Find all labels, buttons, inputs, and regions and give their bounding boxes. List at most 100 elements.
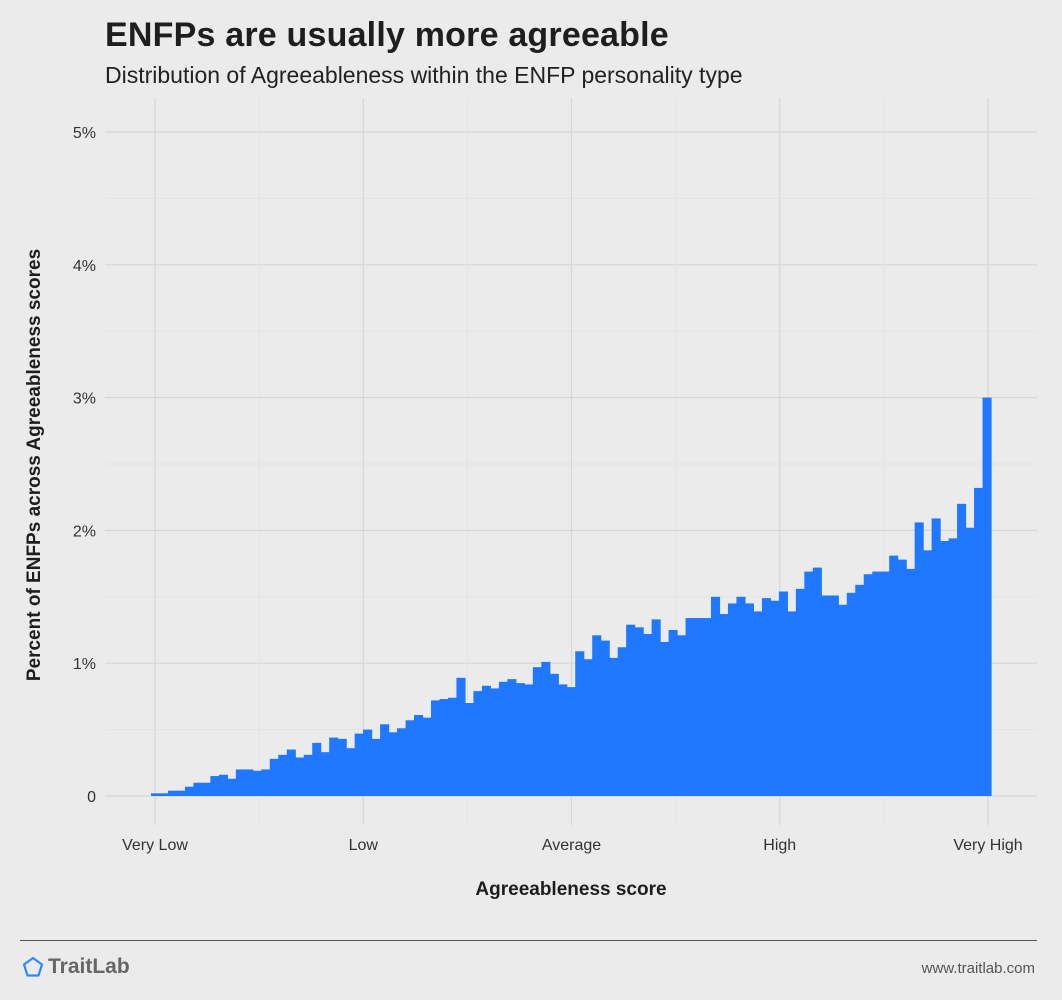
bar — [592, 635, 602, 796]
bar — [889, 555, 899, 796]
bar — [303, 754, 313, 796]
bar — [575, 651, 585, 796]
y-axis-label: Percent of ENFPs across Agreeableness sc… — [24, 249, 45, 681]
chart-title: ENFPs are usually more agreeable — [105, 16, 669, 54]
bar — [846, 592, 856, 796]
bar — [753, 611, 763, 796]
bar — [380, 724, 390, 796]
bar — [261, 769, 271, 796]
bar — [872, 571, 882, 796]
bar — [210, 776, 220, 796]
bar — [312, 742, 322, 796]
bar — [855, 584, 865, 796]
bar — [524, 684, 534, 796]
chart-subtitle: Distribution of Agreeableness within the… — [105, 62, 743, 88]
bar — [541, 661, 551, 796]
bar — [821, 595, 831, 796]
bar — [957, 503, 967, 796]
bar — [447, 697, 458, 796]
bar — [269, 758, 279, 796]
bar — [702, 618, 712, 796]
bar — [235, 769, 245, 796]
bar — [965, 527, 975, 796]
brand-logo[interactable]: TraitLab — [22, 955, 130, 979]
brand-name: TraitLab — [48, 955, 130, 978]
y-tick-label: 3% — [73, 391, 96, 408]
bar — [278, 754, 288, 796]
bar — [490, 688, 500, 796]
bar — [354, 733, 364, 796]
bar — [923, 550, 933, 796]
bar — [787, 611, 797, 796]
bar — [617, 647, 627, 796]
bar — [532, 667, 542, 796]
bar — [974, 487, 984, 796]
y-tick-label: 1% — [73, 656, 96, 673]
bar — [295, 757, 305, 796]
bar — [880, 571, 890, 796]
bar — [498, 681, 508, 796]
bar — [812, 567, 822, 796]
bar — [634, 627, 644, 796]
bar — [176, 790, 186, 796]
bar — [151, 793, 161, 796]
bar — [201, 782, 211, 796]
bar — [346, 748, 356, 796]
x-tick-label: Low — [349, 837, 379, 854]
bar — [218, 774, 228, 796]
bar — [583, 659, 593, 796]
bar — [694, 618, 704, 796]
bar — [566, 687, 576, 796]
histogram-chart: 0 1% 2% 3% 4% 5% Very Low Low Average High Very H… — [24, 98, 1037, 900]
y-tick-label: 0 — [87, 789, 96, 806]
y-tick-label: 2% — [73, 523, 96, 540]
bar — [668, 630, 678, 796]
bar — [838, 604, 848, 796]
bar — [863, 574, 873, 796]
y-tick-labels: 0 1% 2% 3% 4% 5% — [73, 125, 96, 806]
bar — [829, 595, 839, 796]
bar — [286, 749, 296, 796]
bar — [320, 752, 330, 796]
y-tick-label: 5% — [73, 125, 96, 142]
bar — [677, 635, 687, 796]
bar — [609, 657, 619, 796]
x-tick-label: Very Low — [122, 837, 188, 854]
x-axis-label: Agreeableness score — [475, 879, 666, 900]
bar — [940, 541, 950, 796]
bars — [151, 397, 992, 796]
bar — [549, 673, 559, 796]
bar — [397, 728, 407, 796]
bar — [948, 538, 958, 796]
bar — [770, 600, 780, 796]
x-tick-labels: Very Low Low Average High Very High — [122, 837, 1023, 854]
bar — [643, 633, 653, 796]
bar — [422, 717, 432, 796]
bar — [897, 559, 907, 796]
bar — [244, 769, 254, 796]
bar — [414, 714, 424, 796]
y-tick-label: 4% — [73, 258, 96, 275]
bar — [507, 679, 517, 796]
bar — [727, 603, 738, 796]
site-url[interactable]: www.traitlab.com — [921, 960, 1035, 977]
x-tick-label: Very High — [953, 837, 1022, 854]
bar — [626, 624, 636, 796]
bar — [651, 619, 661, 796]
bar — [719, 614, 729, 796]
bar — [167, 790, 178, 796]
bar — [405, 720, 415, 796]
bar — [660, 641, 670, 796]
bar — [736, 596, 746, 796]
bar — [337, 738, 347, 796]
bar — [473, 691, 483, 796]
bar — [600, 640, 610, 796]
bar — [711, 596, 721, 796]
bar — [371, 738, 381, 796]
x-tick-label: Average — [542, 837, 601, 854]
bar — [439, 699, 449, 796]
bar — [193, 782, 203, 796]
bar — [982, 397, 992, 796]
bar — [906, 568, 916, 796]
bar — [456, 677, 466, 796]
